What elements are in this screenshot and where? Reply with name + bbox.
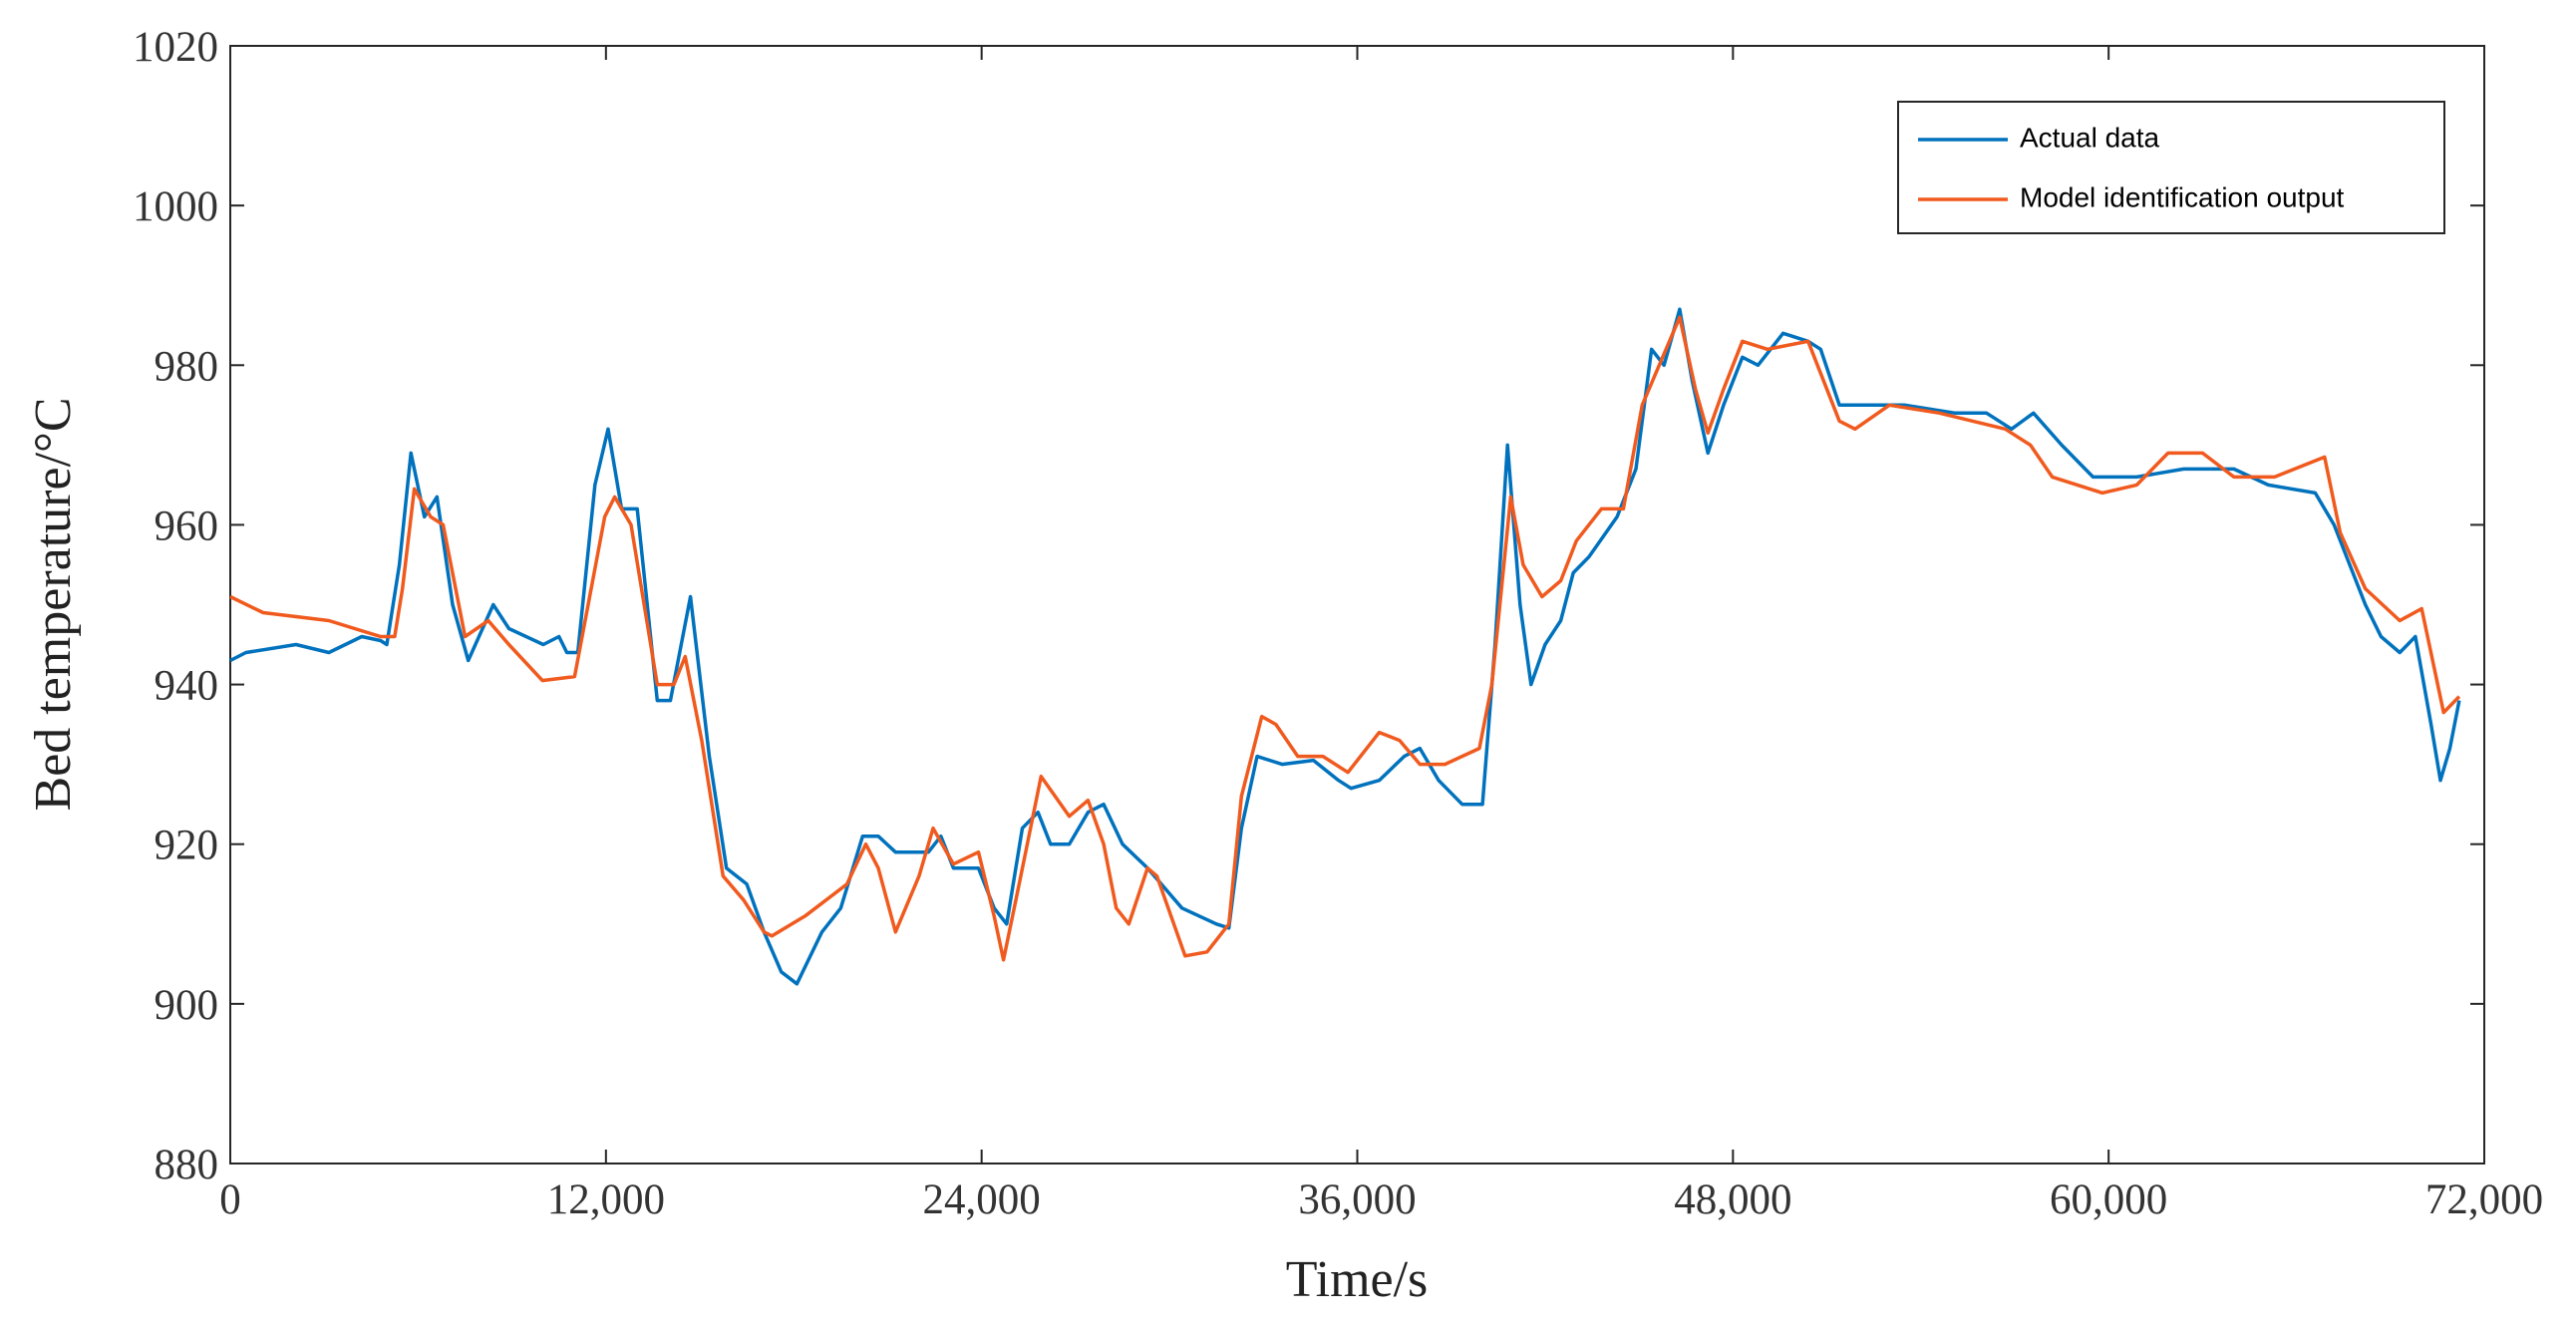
x-tick-label: 60,000 — [2050, 1176, 2167, 1223]
line-series — [229, 315, 2461, 962]
x-tick-label: 24,000 — [923, 1176, 1041, 1223]
y-tick-label: 900 — [155, 982, 219, 1029]
y-tick-label: 920 — [155, 823, 219, 869]
y-axis-label: Bed temperature/°C — [25, 398, 82, 812]
legend-label: Model identification output — [2020, 181, 2345, 212]
y-tick-label: 940 — [155, 663, 219, 710]
x-tick-label: 48,000 — [1674, 1176, 1791, 1223]
y-tick-label: 1000 — [133, 183, 218, 230]
x-tick-label: 36,000 — [1298, 1176, 1416, 1223]
x-tick-label: 72,000 — [2425, 1176, 2543, 1223]
x-axis-label: Time/s — [1286, 1251, 1429, 1308]
legend-label: Actual data — [2020, 122, 2160, 153]
y-tick-label: 960 — [155, 502, 219, 549]
y-tick-label: 980 — [155, 343, 219, 390]
x-tick-label: 0 — [219, 1176, 241, 1223]
x-tick-label: 12,000 — [547, 1176, 665, 1223]
line-series — [229, 307, 2461, 986]
legend-box — [1897, 101, 2445, 234]
y-tick-label: 1020 — [133, 24, 218, 71]
y-tick-label: 880 — [155, 1142, 219, 1188]
